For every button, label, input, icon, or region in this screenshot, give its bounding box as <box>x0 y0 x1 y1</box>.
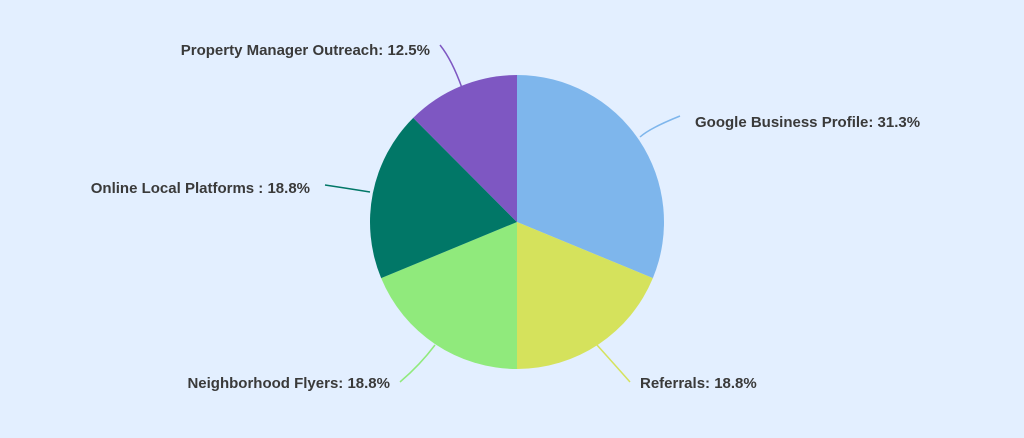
leader-line-property-manager-outreach <box>439 44 463 89</box>
leader-line-google-business-profile <box>639 115 681 138</box>
leader-line-referrals <box>596 344 631 383</box>
slice-label-property-manager-outreach: Property Manager Outreach: 12.5% <box>181 42 430 59</box>
pie-slice-referrals <box>517 222 653 369</box>
pie-slice-neighborhood-flyers <box>381 222 517 369</box>
pie-slice-google-business-profile <box>517 75 664 279</box>
leader-line-neighborhood-flyers <box>399 344 436 383</box>
slice-label-google-business-profile: Google Business Profile: 31.3% <box>695 114 920 131</box>
pie-slice-property-manager-outreach <box>413 75 517 222</box>
leader-line-online-local-platforms <box>324 184 371 193</box>
slice-label-neighborhood-flyers: Neighborhood Flyers: 18.8% <box>187 375 390 392</box>
slice-label-online-local-platforms: Online Local Platforms : 18.8% <box>91 180 310 197</box>
pie-slice-online-local-platforms <box>370 117 517 279</box>
slice-label-referrals: Referrals: 18.8% <box>640 375 757 392</box>
